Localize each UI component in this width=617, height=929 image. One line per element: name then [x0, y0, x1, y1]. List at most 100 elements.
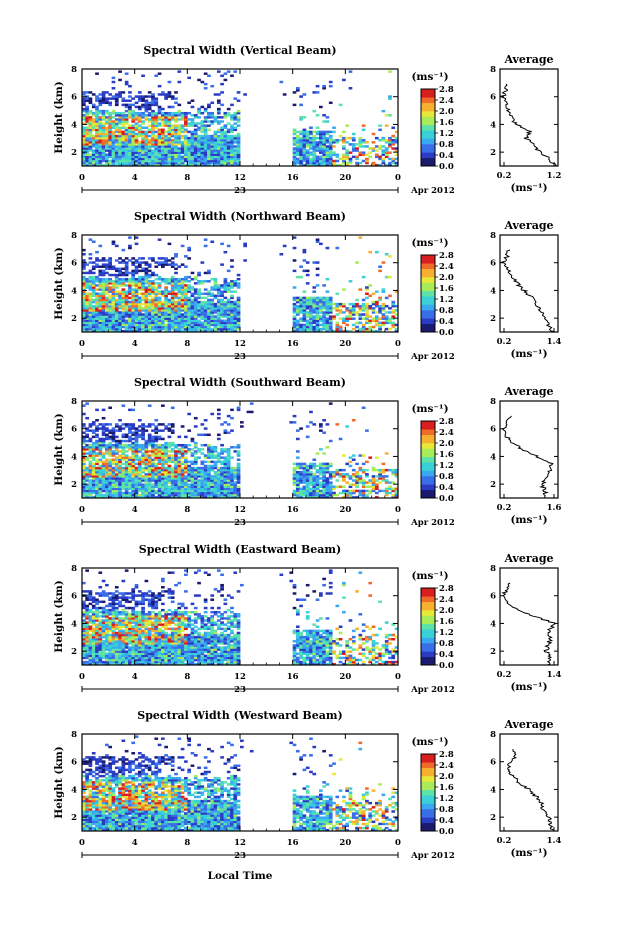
heatmap-cell: [223, 124, 228, 127]
heatmap-cell: [213, 483, 218, 486]
heatmap-cell: [161, 423, 165, 426]
heatmap-cell: [88, 491, 93, 495]
heatmap-cell: [151, 288, 155, 291]
heatmap-cell: [203, 304, 208, 308]
heatmap-cell: [82, 277, 86, 281]
heatmap-cell: [111, 284, 116, 287]
heatmap-cell: [114, 458, 119, 461]
heatmap-cell: [128, 485, 132, 489]
heatmap-cell: [200, 136, 205, 140]
heatmap-cell: [351, 317, 356, 320]
heatmap-cell: [213, 138, 218, 142]
heatmap-cell: [98, 93, 103, 96]
heatmap-cell: [193, 475, 198, 478]
heatmap-cell: [82, 477, 86, 480]
heatmap-cell: [200, 479, 205, 482]
heatmap-cell: [167, 495, 172, 499]
heatmap-cell: [167, 114, 172, 117]
heatmap-cell: [170, 97, 175, 100]
heatmap-cell: [174, 493, 178, 497]
heatmap-cell: [134, 441, 139, 445]
heatmap-cell: [128, 111, 132, 115]
heatmap-cell: [345, 153, 350, 157]
heatmap-cell: [328, 307, 333, 310]
heatmap-cell: [157, 443, 162, 447]
heatmap-cell: [197, 475, 201, 478]
heatmap-cell: [220, 475, 224, 478]
heatmap-cell: [342, 130, 346, 134]
heatmap-cell: [151, 325, 155, 329]
heatmap-cell: [213, 143, 218, 146]
heatmap-cell: [141, 103, 145, 107]
heatmap-cell: [105, 464, 109, 468]
heatmap-cell: [325, 159, 330, 163]
heatmap-cell: [226, 431, 231, 434]
heatmap-cell: [144, 460, 149, 464]
heatmap-cell: [384, 304, 389, 308]
heatmap-cell: [144, 116, 149, 119]
heatmap-cell: [207, 294, 211, 298]
heatmap-cell: [203, 120, 208, 123]
heatmap-cell: [220, 495, 224, 499]
heatmap-cell: [338, 163, 343, 167]
heatmap-cell: [177, 265, 182, 268]
heatmap-cell: [223, 458, 228, 461]
heatmap-cell: [157, 450, 162, 453]
colorbar-tick-label: 2.0: [439, 273, 454, 283]
heatmap-cell: [358, 153, 363, 157]
heatmap-cell: [85, 97, 89, 100]
heatmap-cell: [187, 246, 192, 250]
heatmap-cell: [371, 161, 376, 165]
heatmap-cell: [128, 163, 132, 167]
heatmap-cell: [210, 161, 215, 165]
heatmap-cell: [177, 313, 182, 316]
heatmap-cell: [230, 290, 234, 293]
heatmap-cell: [193, 491, 198, 495]
heatmap-cell: [210, 329, 215, 333]
heatmap-cell: [230, 307, 234, 310]
heatmap-cell: [137, 302, 142, 306]
heatmap-cell: [128, 473, 132, 476]
heatmap-cell: [82, 275, 86, 279]
heatmap-cell: [124, 143, 129, 146]
heatmap-cell: [213, 321, 218, 325]
heatmap-cell: [309, 136, 313, 140]
heatmap-cell: [351, 309, 356, 312]
heatmap-cell: [207, 300, 211, 304]
heatmap-cell: [167, 460, 172, 464]
heatmap-cell: [121, 134, 126, 138]
heatmap-cell: [193, 132, 198, 136]
heatmap-cell: [98, 493, 103, 497]
heatmap-cell: [114, 280, 119, 283]
heatmap-cell: [118, 155, 122, 159]
heatmap-cell: [177, 134, 182, 138]
heatmap-cell: [151, 423, 155, 426]
heatmap-cell: [325, 298, 330, 302]
heatmap-cell: [223, 477, 228, 480]
heatmap-cell: [121, 136, 126, 140]
heatmap-cell: [213, 460, 218, 464]
heatmap-cell: [128, 309, 132, 312]
heatmap-cell: [114, 153, 119, 157]
heatmap-cell: [187, 136, 192, 140]
heatmap-cell: [170, 134, 175, 138]
heatmap-cell: [111, 446, 116, 449]
heatmap-cell: [95, 124, 99, 127]
heatmap-cell: [200, 302, 205, 306]
heatmap-cell: [144, 317, 149, 320]
heatmap-cell: [305, 153, 310, 157]
colorbar-segment: [421, 310, 435, 314]
heatmap-cell: [203, 82, 208, 86]
heatmap-cell: [170, 111, 175, 115]
heatmap-cell: [108, 114, 113, 117]
heatmap-cell: [82, 126, 86, 129]
heatmap-cell: [98, 323, 103, 327]
colorbar-segment: [421, 266, 435, 270]
heatmap-cell: [118, 157, 122, 161]
heatmap-cell: [108, 487, 113, 491]
heatmap-cell: [187, 460, 192, 464]
heatmap-cell: [193, 161, 198, 165]
heatmap-cell: [203, 126, 208, 129]
heatmap-cell: [207, 315, 211, 318]
heatmap-cell: [197, 327, 201, 331]
